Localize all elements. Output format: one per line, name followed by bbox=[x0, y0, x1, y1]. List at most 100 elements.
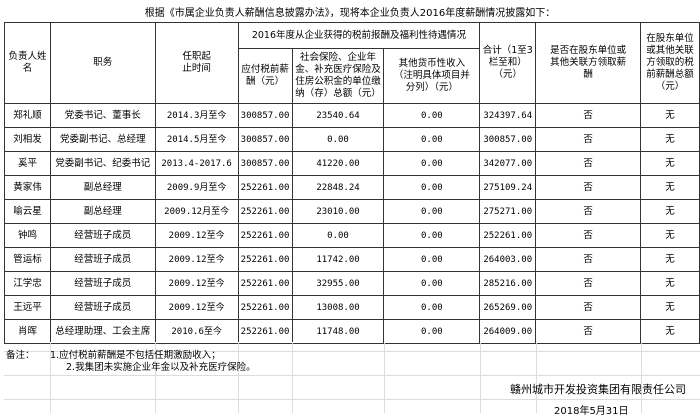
table-row: 钟鸣 经营班子成员 2009.12至今 252261.00 0.00 0.00 252261… bbox=[4, 223, 700, 248]
cell-total: 275109.24 bbox=[479, 175, 537, 200]
cell-tenure: 2010.6至今 bbox=[154, 319, 239, 344]
header-total: 合计（1至3栏至和）（元） bbox=[479, 22, 537, 104]
table-row: 黄家伟 副总经理 2009.9月至今 252261.00 22848.24 0.00 275… bbox=[4, 175, 700, 200]
table-row: 郑礼顺 党委书记、董事长 2014.3月至今 300857.00 23540.64 0.0… bbox=[4, 103, 700, 128]
table-row: 肖晖 总经理助理、工会主席 2010.6至今 252261.00 11748.00 0.0… bbox=[4, 319, 700, 344]
cell-total: 285216.00 bbox=[479, 271, 537, 296]
cell-insurance: 22848.24 bbox=[291, 175, 385, 200]
cell-other: 0.00 bbox=[383, 247, 481, 272]
header-tenure: 任职起止时间 bbox=[154, 22, 239, 104]
cell-tenure: 2009.12至今 bbox=[154, 295, 239, 320]
table-row: 刘相发 党委副书记、总经理 2014.5月至今 300857.00 0.00 0.00 30… bbox=[4, 127, 700, 152]
cell-position: 党委副书记、总经理 bbox=[49, 127, 156, 152]
cell-position: 副总经理 bbox=[49, 199, 156, 224]
cell-tenure: 2009.12至今 bbox=[154, 247, 239, 272]
cell-total: 264003.00 bbox=[479, 247, 537, 272]
cell-name: 钟鸣 bbox=[4, 223, 51, 248]
cell-salary: 252261.00 bbox=[237, 223, 293, 248]
header-salary: 应付税前薪酬（元） bbox=[237, 48, 293, 104]
cell-shareholder-amount: 无 bbox=[640, 175, 700, 200]
notes-label: 备注： bbox=[6, 350, 35, 361]
cell-shareholder: 否 bbox=[535, 295, 642, 320]
cell-insurance: 13008.00 bbox=[291, 295, 385, 320]
document-date: 2018年5月31日 bbox=[554, 406, 629, 417]
cell-other: 0.00 bbox=[383, 319, 481, 344]
cell-name: 管运标 bbox=[4, 247, 51, 272]
cell-other: 0.00 bbox=[383, 127, 481, 152]
cell-position: 经营班子成员 bbox=[49, 223, 156, 248]
cell-total: 300857.00 bbox=[479, 127, 537, 152]
cell-salary: 252261.00 bbox=[237, 175, 293, 200]
cell-shareholder-amount: 无 bbox=[640, 223, 700, 248]
note-1: 1.应付税前薪酬是不包括任期激励收入； bbox=[50, 350, 221, 361]
cell-tenure: 2014.5月至今 bbox=[154, 127, 239, 152]
cell-salary: 252261.00 bbox=[237, 271, 293, 296]
cell-shareholder-amount: 无 bbox=[640, 319, 700, 344]
cell-name: 郑礼顺 bbox=[4, 103, 51, 128]
header-shareholder: 是否在股东单位或其他关联方领取薪酬 bbox=[535, 22, 642, 104]
cell-tenure: 2009.12至今 bbox=[154, 271, 239, 296]
cell-position: 总经理助理、工会主席 bbox=[49, 319, 156, 344]
cell-shareholder-amount: 无 bbox=[640, 271, 700, 296]
cell-name: 王远平 bbox=[4, 295, 51, 320]
cell-other: 0.00 bbox=[383, 175, 481, 200]
cell-salary: 252261.00 bbox=[237, 247, 293, 272]
cell-total: 275271.00 bbox=[479, 199, 537, 224]
cell-shareholder: 否 bbox=[535, 247, 642, 272]
blank-grid bbox=[4, 342, 700, 413]
cell-other: 0.00 bbox=[383, 271, 481, 296]
header-group: 2016年度从企业获得的税前报酬及福利性待遇情况 bbox=[237, 22, 481, 49]
cell-salary: 300857.00 bbox=[237, 151, 293, 176]
cell-other: 0.00 bbox=[383, 151, 481, 176]
cell-name: 奚平 bbox=[4, 151, 51, 176]
cell-shareholder: 否 bbox=[535, 271, 642, 296]
cell-name: 江学忠 bbox=[4, 271, 51, 296]
cell-salary: 300857.00 bbox=[237, 103, 293, 128]
cell-position: 党委书记、董事长 bbox=[49, 103, 156, 128]
cell-total: 342077.00 bbox=[479, 151, 537, 176]
cell-name: 刘相发 bbox=[4, 127, 51, 152]
cell-position: 经营班子成员 bbox=[49, 247, 156, 272]
cell-shareholder: 否 bbox=[535, 199, 642, 224]
cell-shareholder-amount: 无 bbox=[640, 103, 700, 128]
table-row: 喻云星 副总经理 2009.12月至今 252261.00 23010.00 0.00 27… bbox=[4, 199, 700, 224]
cell-tenure: 2013.4-2017.6 bbox=[154, 151, 239, 176]
cell-tenure: 2014.3月至今 bbox=[154, 103, 239, 128]
cell-tenure: 2009.12月至今 bbox=[154, 199, 239, 224]
cell-shareholder-amount: 无 bbox=[640, 295, 700, 320]
cell-total: 264009.00 bbox=[479, 319, 537, 344]
cell-shareholder: 否 bbox=[535, 175, 642, 200]
cell-position: 党委副书记、纪委书记 bbox=[49, 151, 156, 176]
header-name: 负责人姓名 bbox=[4, 22, 51, 104]
cell-tenure: 2009.9月至今 bbox=[154, 175, 239, 200]
header-position: 职务 bbox=[49, 22, 156, 104]
cell-insurance: 23540.64 bbox=[291, 103, 385, 128]
cell-other: 0.00 bbox=[383, 199, 481, 224]
table-row: 管运标 经营班子成员 2009.12至今 252261.00 11742.00 0.00 2… bbox=[4, 247, 700, 272]
cell-insurance: 32955.00 bbox=[291, 271, 385, 296]
cell-salary: 252261.00 bbox=[237, 319, 293, 344]
cell-shareholder-amount: 无 bbox=[640, 199, 700, 224]
cell-shareholder-amount: 无 bbox=[640, 247, 700, 272]
cell-insurance: 11748.00 bbox=[291, 319, 385, 344]
cell-position: 经营班子成员 bbox=[49, 271, 156, 296]
cell-name: 喻云星 bbox=[4, 199, 51, 224]
cell-total: 265269.00 bbox=[479, 295, 537, 320]
cell-salary: 300857.00 bbox=[237, 127, 293, 152]
cell-shareholder: 否 bbox=[535, 319, 642, 344]
document-title: 根据《市属企业负责人薪酬信息披露办法》，现将本企业负责人2016年度薪酬情况披露… bbox=[144, 8, 556, 19]
cell-other: 0.00 bbox=[383, 223, 481, 248]
cell-shareholder: 否 bbox=[535, 223, 642, 248]
salary-table: 负责人姓名 职务 任职起止时间 2016年度从企业获得的税前报酬及福利性待遇情况… bbox=[4, 22, 700, 344]
cell-insurance: 23010.00 bbox=[291, 199, 385, 224]
company-name: 赣州城市开发投资集团有限责任公司 bbox=[510, 383, 686, 396]
cell-name: 黄家伟 bbox=[4, 175, 51, 200]
table-row: 奚平 党委副书记、纪委书记 2013.4-2017.6 300857.00 41220.… bbox=[4, 151, 700, 176]
cell-total: 252261.00 bbox=[479, 223, 537, 248]
cell-other: 0.00 bbox=[383, 103, 481, 128]
header-shareholder-amount: 在股东单位或其他关联方领取的税前薪酬总额（元） bbox=[640, 22, 700, 104]
cell-insurance: 41220.00 bbox=[291, 151, 385, 176]
cell-other: 0.00 bbox=[383, 295, 481, 320]
cell-insurance: 0.00 bbox=[291, 223, 385, 248]
cell-shareholder: 否 bbox=[535, 103, 642, 128]
